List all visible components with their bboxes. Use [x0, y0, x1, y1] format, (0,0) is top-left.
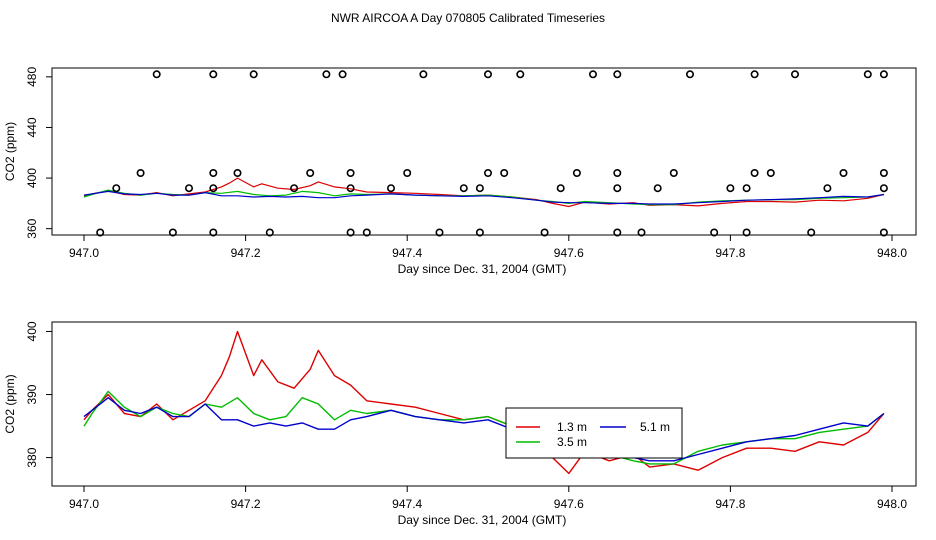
bottom-x-axis-label: Day since Dec. 31, 2004 (GMT) [398, 513, 567, 527]
marker-point [750, 169, 759, 178]
legend-label: 3.5 m [557, 435, 587, 449]
marker-point [807, 228, 816, 237]
marker-point [136, 169, 145, 178]
marker-point [516, 70, 525, 79]
bottom-x-tick-label: 947.0 [69, 497, 99, 511]
top-y-tick-label: 400 [25, 168, 39, 188]
marker-point [346, 169, 355, 178]
marker-point [863, 70, 872, 79]
bottom-x-tick-label: 948.0 [877, 497, 907, 511]
marker-point [112, 184, 121, 193]
bottom-plot-frame [51, 321, 917, 487]
top-x-tick-label: 948.0 [877, 246, 907, 260]
marker-point [459, 184, 468, 193]
top-x-axis-label: Day since Dec. 31, 2004 (GMT) [398, 262, 567, 276]
marker-point [152, 70, 161, 79]
marker-point [572, 169, 581, 178]
marker-point [879, 228, 888, 237]
marker-point [637, 228, 646, 237]
marker-point [540, 228, 549, 237]
marker-point [338, 70, 347, 79]
marker-point [249, 70, 258, 79]
marker-point [362, 228, 371, 237]
marker-point [710, 228, 719, 237]
marker-point [556, 184, 565, 193]
bottom-x-tick-label: 947.6 [554, 497, 584, 511]
marker-point [750, 70, 759, 79]
marker-point [726, 184, 735, 193]
marker-point [419, 70, 428, 79]
top-y-tick-label: 440 [25, 117, 39, 137]
marker-point [96, 228, 105, 237]
marker-point [766, 169, 775, 178]
marker-point [685, 70, 694, 79]
marker-point [613, 184, 622, 193]
bottom-y-axis-label: CO2 (ppm) [3, 374, 17, 433]
marker-point [483, 70, 492, 79]
marker-point [346, 228, 355, 237]
marker-point [346, 184, 355, 193]
marker-point [322, 70, 331, 79]
bottom-panel: 947.0 947.2 947.4 947.6 947.8 948.0 380 390 400 D… [3, 321, 917, 527]
top-x-tick-label: 947.2 [231, 246, 261, 260]
bottom-x-tick-label: 947.4 [392, 497, 422, 511]
marker-point [306, 169, 315, 178]
marker-point [403, 169, 412, 178]
marker-point [475, 184, 484, 193]
top-x-tick-label: 947.8 [715, 246, 745, 260]
legend: 1.3 m 5.1 m 3.5 m [505, 407, 683, 459]
marker-point [233, 169, 242, 178]
marker-point [483, 169, 492, 178]
marker-point [742, 228, 751, 237]
marker-point [742, 184, 751, 193]
marker-point [879, 184, 888, 193]
marker-point [613, 70, 622, 79]
marker-point [879, 70, 888, 79]
top-y-tick-label: 360 [25, 218, 39, 238]
marker-point [209, 184, 218, 193]
marker-point [185, 184, 194, 193]
top-x-tick-label: 947.6 [554, 246, 584, 260]
bottom-y-tick-label: 380 [25, 447, 39, 467]
marker-point [669, 169, 678, 178]
bottom-y-tick-label: 400 [25, 321, 39, 341]
series-line-5-1-m [83, 397, 885, 462]
marker-point [588, 70, 597, 79]
top-y-tick-label: 480 [25, 67, 39, 87]
top-panel: 947.0 947.2 947.4 947.6 947.8 948.0 360 400 440 4… [3, 67, 917, 276]
legend-box [505, 407, 683, 459]
marker-point [265, 228, 274, 237]
marker-point [790, 70, 799, 79]
marker-point [168, 228, 177, 237]
marker-point [839, 169, 848, 178]
top-series-line-5-1-m [83, 190, 884, 205]
marker-point [435, 228, 444, 237]
top-x-tick-label: 947.0 [69, 246, 99, 260]
marker-point [475, 228, 484, 237]
bottom-x-tick-label: 947.8 [715, 497, 745, 511]
marker-point [500, 169, 509, 178]
legend-label: 1.3 m [557, 420, 587, 434]
top-y-axis-label: CO2 (ppm) [3, 122, 17, 181]
series-line-1-3-m [83, 330, 885, 475]
marker-point [613, 169, 622, 178]
top-series-line-1-3-m [83, 177, 885, 208]
marker-point [290, 184, 299, 193]
page-title: NWR AIRCOA A Day 070805 Calibrated Times… [331, 11, 605, 25]
legend-label: 5.1 m [640, 420, 670, 434]
marker-point [653, 184, 662, 193]
marker-point [209, 228, 218, 237]
top-plot-frame [51, 67, 917, 236]
marker-point [209, 70, 218, 79]
top-x-tick-label: 947.4 [392, 246, 422, 260]
marker-point [613, 228, 622, 237]
marker-point [386, 184, 395, 193]
marker-point [879, 169, 888, 178]
marker-point [209, 169, 218, 178]
bottom-x-tick-label: 947.2 [231, 497, 261, 511]
marker-point [823, 184, 832, 193]
bottom-y-tick-label: 390 [25, 384, 39, 404]
